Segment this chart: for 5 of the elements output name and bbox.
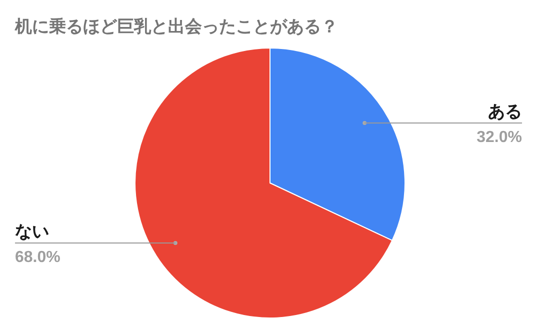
slice-label: ある: [488, 102, 522, 122]
chart-title: 机に乗るほど巨乳と出会ったことがある？: [14, 17, 338, 37]
data-label: 32.0%: [476, 128, 522, 146]
data-label: 68.0%: [15, 249, 60, 266]
slice-label: ない: [15, 222, 49, 242]
